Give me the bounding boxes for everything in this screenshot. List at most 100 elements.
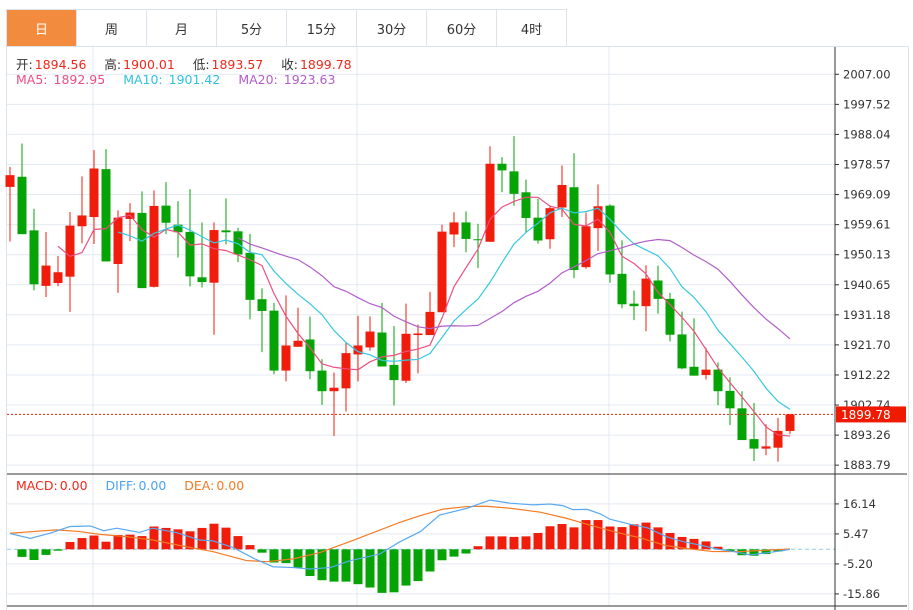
low-value: 1893.57 [211,57,264,72]
candle-down [677,334,687,369]
price-tick-label: 1940.65 [843,278,891,292]
ma10-value: 1901.42 [168,72,221,87]
candle-up [41,265,51,286]
ma10-line [117,207,791,410]
macd-bar-positive [713,546,723,550]
open-label: 开: [16,57,33,72]
candle-down [233,231,243,255]
price-tick-label: 1912.22 [843,368,891,382]
macd-bar-positive [617,527,627,550]
macd-bar-negative [257,549,267,553]
candle-down [665,298,675,335]
macd-bar-negative [377,549,387,593]
tab-2[interactable]: 月 [147,10,217,46]
candle-down [461,222,471,239]
macd-bar-positive [233,536,243,550]
macd-bar-positive [209,523,219,550]
candle-up [401,333,411,381]
candle-up [701,369,711,376]
candle-down [137,212,147,289]
macd-label: MACD: [16,478,58,493]
candle-down [173,224,183,233]
candle-down [713,369,723,392]
candle-down [605,205,615,275]
macd-bar-positive [113,534,123,550]
candle-down [629,303,639,307]
macd-bar-positive [665,532,675,550]
macd-bar-negative [461,549,471,554]
macd-bar-positive [185,531,195,550]
tab-0[interactable]: 日 [7,10,77,46]
macd-bar-positive [701,541,711,550]
ma20-line [237,237,791,340]
tab-5[interactable]: 30分 [357,10,427,46]
price-tick-label: 1921.70 [843,338,891,352]
price-tick-label: 1883.79 [843,458,891,472]
ma-info: MA5: 1892.95 MA10: 1901.42 MA20: 1923.63 [16,72,337,87]
candle-down [521,192,531,218]
macd-bar-positive [149,526,159,550]
candle-down [617,273,627,305]
candle-up [437,231,447,313]
macd-bar-positive [545,526,555,550]
macd-bar-negative [761,549,771,555]
macd-bar-negative [17,549,27,557]
candle-down [389,364,399,381]
macd-bar-negative [389,549,399,593]
dea-line [9,505,791,563]
macd-tick-label: 16.14 [843,497,876,511]
macd-bar-negative [293,549,303,568]
macd-bar-positive [509,536,519,550]
candle-down [497,163,507,171]
candle-down [569,187,579,271]
candle-down [473,239,483,241]
candle-up [557,184,567,208]
candle-down [749,439,759,449]
candle-up [773,430,783,448]
macd-bar-positive [581,520,591,550]
low-label: 低: [192,57,210,72]
tab-1[interactable]: 周 [77,10,147,46]
ohlc-info: 开: 1894.56 高: 1900.01 低: 1893.57 收: 1899.78 [16,54,354,73]
candle-up [641,278,651,307]
candle-up [785,414,795,431]
macd-bar-positive [125,534,135,550]
high-label: 高: [104,57,122,72]
candle-up [113,217,123,264]
candle-down [509,171,519,194]
candle-down [257,299,267,311]
macd-bar-positive [77,538,87,550]
tab-7[interactable]: 4时 [497,10,567,46]
macd-bar-negative [329,549,339,582]
chart-frame [6,46,909,610]
close-value: 1899.78 [299,57,352,72]
ma10-label: MA10: [123,72,163,87]
diff-label: DIFF: [105,478,137,493]
candle-down [737,408,747,441]
macd-bar-positive [641,522,651,550]
high-value: 1900.01 [123,57,175,72]
candle-up [149,205,159,287]
candle-up [413,333,423,336]
macd-bar-negative [29,549,39,560]
candle-down [101,169,111,262]
open-value: 1894.56 [34,57,87,72]
dea-value: 0.00 [216,478,245,493]
tab-6[interactable]: 60分 [427,10,497,46]
macd-bar-negative [437,549,447,561]
macd-bar-positive [245,545,255,550]
diff-line [9,499,791,570]
macd-bar-negative [317,549,327,581]
candle-down [245,252,255,300]
macd-bar-negative [281,549,291,564]
dea-label: DEA: [184,478,215,493]
macd-tick-label: -15.86 [843,587,880,601]
macd-bar-positive [557,523,567,550]
ma5-line [57,196,791,437]
price-tick-label: 1931.18 [843,308,891,322]
candle-down [725,390,735,409]
tab-3[interactable]: 5分 [217,10,287,46]
candle-down [269,310,279,371]
tab-4[interactable]: 15分 [287,10,357,46]
